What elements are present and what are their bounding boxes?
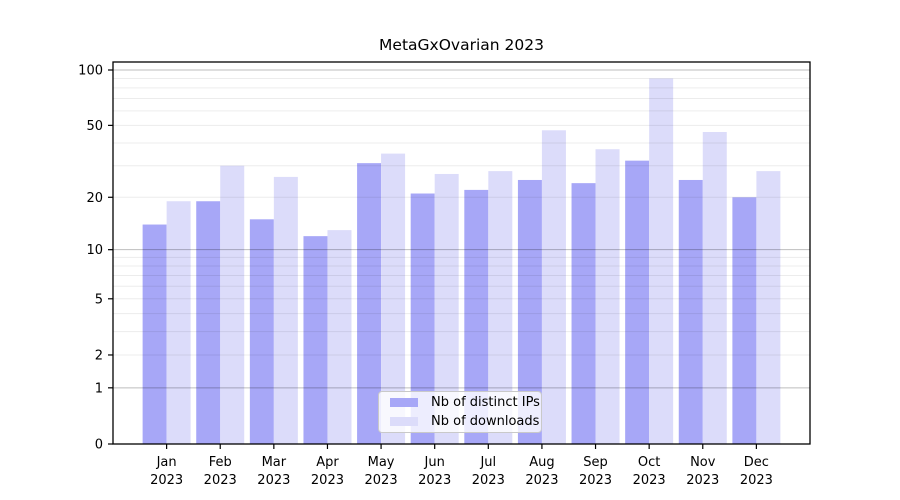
bar-distinct-ips-mar — [249, 219, 274, 444]
bar-downloads-feb — [220, 165, 245, 444]
legend-swatch-distinct-ips — [390, 398, 418, 407]
bar-downloads-sep — [595, 149, 620, 444]
bar-distinct-ips-feb — [196, 201, 221, 444]
y-tick-label: 2 — [95, 348, 103, 363]
plot-box — [112, 61, 811, 445]
x-tick-label-month: Jun — [424, 455, 445, 470]
bar-distinct-ips-jan — [142, 224, 167, 444]
legend-row-downloads: Nb of downloads — [387, 414, 539, 429]
x-tick-label-month: Nov — [690, 455, 716, 470]
bar-distinct-ips-nov — [678, 179, 703, 445]
x-tick-label-year: 2023 — [311, 473, 344, 488]
x-tick-label-month: May — [368, 455, 395, 470]
bar-distinct-ips-apr — [303, 236, 328, 444]
x-tick-label-month: Aug — [529, 455, 554, 470]
bar-downloads-jan — [166, 201, 191, 444]
bar-distinct-ips-may — [357, 163, 382, 444]
x-tick-label-month: Sep — [583, 455, 608, 470]
y-tick-label: 10 — [86, 243, 103, 258]
bar-distinct-ips-dec — [732, 197, 757, 444]
bar-distinct-ips-sep — [571, 183, 596, 444]
x-tick-label-year: 2023 — [525, 473, 558, 488]
bar-downloads-oct — [649, 78, 674, 445]
x-tick-label-year: 2023 — [204, 473, 237, 488]
y-tick-label: 20 — [86, 191, 103, 206]
y-tick-label: 50 — [86, 119, 103, 134]
x-tick-label-year: 2023 — [472, 473, 505, 488]
bar-downloads-dec — [756, 171, 781, 444]
x-tick-label-year: 2023 — [418, 473, 451, 488]
chart-title: MetaGxOvarian 2023 — [379, 36, 544, 54]
x-tick-label-month: Jan — [156, 455, 177, 470]
legend-label-distinct-ips: Nb of distinct IPs — [431, 395, 540, 410]
y-tick-label: 100 — [78, 64, 103, 79]
x-tick-label-month: Oct — [638, 455, 660, 470]
x-tick-label-month: Jul — [479, 455, 496, 470]
y-tick-label: 0 — [95, 438, 103, 453]
x-tick-label-month: Apr — [316, 455, 339, 470]
legend-swatch-downloads — [390, 417, 418, 426]
x-tick-label-year: 2023 — [150, 473, 183, 488]
legend-label-downloads: Nb of downloads — [431, 414, 540, 429]
x-tick-label-year: 2023 — [686, 473, 719, 488]
x-tick-label-month: Mar — [262, 455, 287, 470]
chart-legend: Nb of distinct IPs Nb of downloads — [378, 391, 542, 433]
x-tick-label-year: 2023 — [257, 473, 290, 488]
x-tick-label-year: 2023 — [740, 473, 773, 488]
bar-distinct-ips-oct — [625, 160, 650, 444]
x-tick-label-year: 2023 — [579, 473, 612, 488]
bar-downloads-mar — [273, 176, 298, 445]
bar-downloads-aug — [541, 130, 566, 445]
x-tick-label-year: 2023 — [633, 473, 666, 488]
bar-downloads-apr — [327, 230, 352, 444]
x-tick-label-month: Dec — [744, 455, 769, 470]
x-tick-label-year: 2023 — [365, 473, 398, 488]
y-tick-label: 1 — [95, 381, 103, 396]
bar-downloads-nov — [702, 131, 727, 444]
y-tick-label: 5 — [95, 292, 103, 307]
legend-row-distinct-ips: Nb of distinct IPs — [387, 395, 540, 410]
x-tick-label-month: Feb — [209, 455, 232, 470]
